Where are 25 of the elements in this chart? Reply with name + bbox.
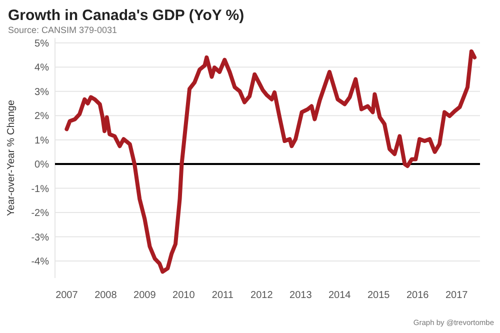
x-tick-label: 2013 <box>290 290 312 301</box>
x-tick-label: 2014 <box>328 290 352 301</box>
x-tick-label: 2012 <box>250 290 274 301</box>
x-tick-label: 2011 <box>212 290 234 301</box>
chart-subtitle: Source: CANSIM 379-0031 <box>8 25 118 35</box>
y-tick-label: 1% <box>34 135 50 146</box>
y-tick-label: -3% <box>31 232 50 244</box>
x-tick-label: 2017 <box>445 290 468 301</box>
y-tick-label: 0% <box>34 160 50 171</box>
line-series <box>64 49 477 274</box>
y-tick-label: 5% <box>34 38 50 50</box>
y-tick-label: -1% <box>31 184 50 195</box>
y-tick-label: -2% <box>31 208 50 220</box>
y-tick-label: 3% <box>34 86 50 98</box>
x-tick-label: 2009 <box>134 290 156 301</box>
y-tick-label: 4% <box>34 62 50 74</box>
x-tick-label: 2015 <box>368 290 390 301</box>
y-axis-title: Year-over-Year % Change <box>6 100 17 216</box>
x-tick-label: 2016 <box>406 290 430 301</box>
y-tick-label: 2% <box>34 111 50 122</box>
x-tick-label: 2008 <box>94 290 118 301</box>
chart-title: Growth in Canada's GDP (YoY %) <box>8 7 244 24</box>
y-tick-label: -4% <box>31 256 50 268</box>
x-tick-label: 2007 <box>56 290 78 301</box>
x-tick-label: 2010 <box>172 290 196 301</box>
